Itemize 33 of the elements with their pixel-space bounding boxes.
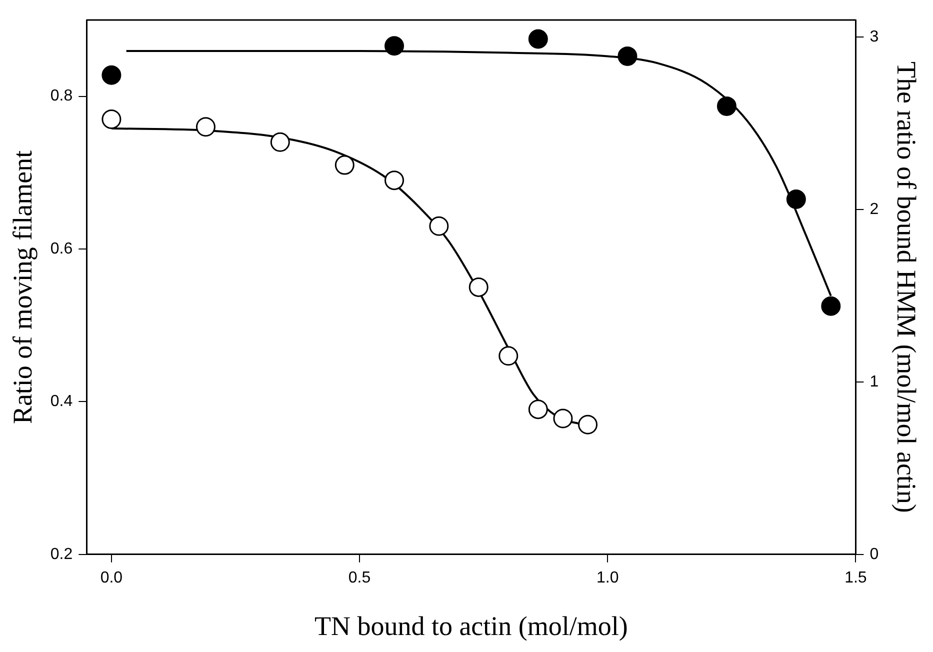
y-tick-label: 0.6 [50,240,73,258]
point [196,117,216,137]
y2-tick-label: 3 [870,28,879,46]
y2-axis-title: The ratio of bound HMM (mol/mol actin) [892,61,922,513]
x-tick-label: 0.0 [100,569,123,586]
x-tick-label: 0.5 [348,569,371,586]
point [468,277,488,297]
point [528,400,548,420]
y2-tick-label: 0 [870,546,879,563]
point [578,414,598,434]
y-axis-title: Ratio of moving filament [7,150,38,424]
point [384,36,404,56]
y-tick-label: 0.2 [50,546,73,563]
y2-tick-label: 1 [870,373,879,390]
x-tick-label: 1.0 [596,569,619,586]
point [821,296,841,316]
point [334,155,354,175]
x-axis-title: TN bound to actin (mol/mol) [314,610,628,641]
point [786,190,806,210]
y2-tick-label: 2 [870,201,879,218]
point [618,46,638,66]
point [384,170,404,190]
point [716,96,736,116]
y-tick-label: 0.4 [50,393,73,410]
point [102,65,122,85]
point [553,408,573,428]
x-tick-label: 1.5 [844,569,867,586]
point [498,346,518,366]
point [429,216,449,236]
point [528,29,548,49]
y-tick-label: 0.8 [50,88,73,105]
point [102,109,122,129]
point [270,132,290,152]
